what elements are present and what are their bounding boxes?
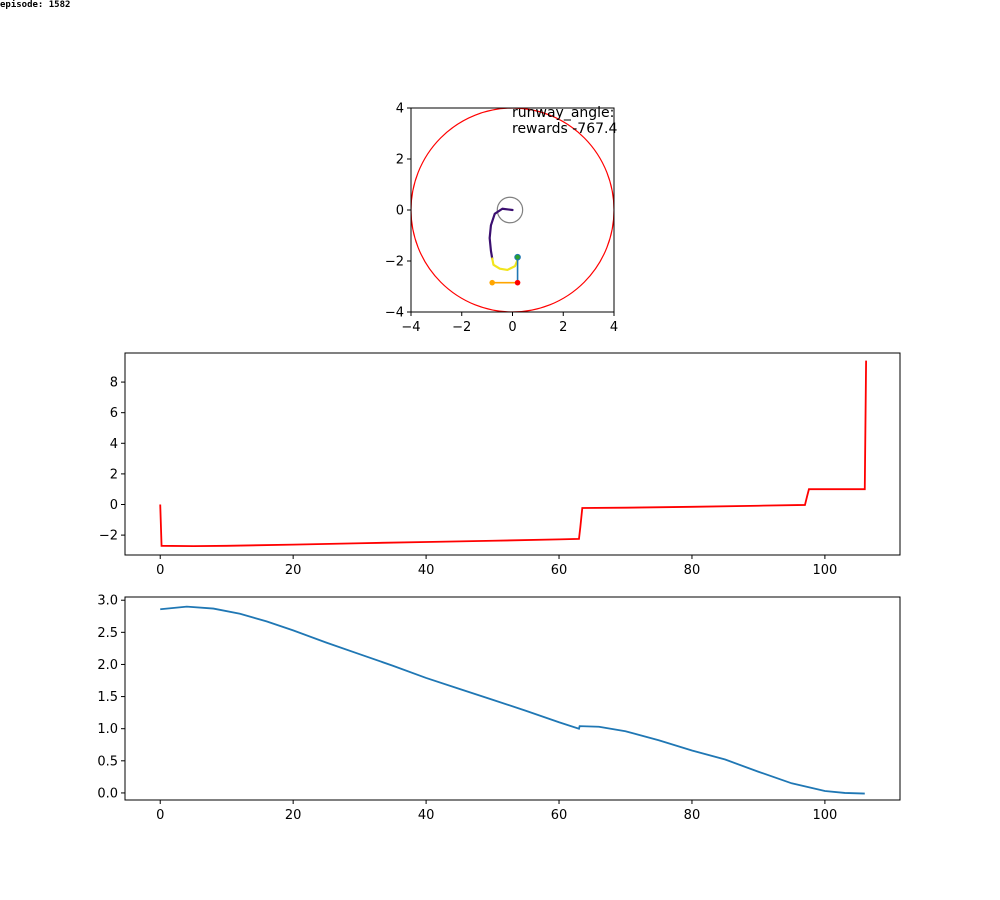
trajectory-path-1 [488, 207, 514, 260]
rewards-y-tick-label: 0 [110, 498, 118, 513]
distance-x-tick-label: 0 [156, 808, 164, 823]
rewards-y-tick-label: 6 [110, 406, 118, 421]
rewards-panel: 0 20 40 60 80 100 −2 0 2 4 6 8 [99, 352, 901, 578]
position-marker-3 [489, 279, 496, 286]
distance-y-tick-label: 2.5 [97, 626, 118, 641]
rewards-x-tick-label: 0 [156, 563, 164, 578]
distance-y-tick-label: 0.5 [97, 754, 118, 769]
trajectory-y-tick-label: 2 [396, 153, 404, 168]
position-marker-1 [514, 253, 521, 261]
runway-angle-annotation: runway_angle: [512, 105, 614, 121]
trajectory-x-tick-label: −4 [401, 320, 420, 335]
trajectory-y-tick-label: 4 [396, 102, 404, 117]
target-circle [496, 196, 524, 224]
position-marker-2 [514, 279, 521, 286]
distance-x-tick-label: 60 [551, 808, 568, 823]
trajectory-x-tick-label: 4 [610, 320, 618, 335]
trajectory-y-tick-label: 0 [396, 204, 404, 219]
distance-x-tick-label: 80 [684, 808, 701, 823]
distance-y-tick-label: 0.0 [97, 786, 118, 801]
rewards-x-tick-label: 100 [812, 563, 837, 578]
distance-y-tick-label: 2.0 [97, 658, 118, 673]
distance-panel: 0 20 40 60 80 100 0.0 0.5 1.0 1.5 2.0 2.5 3.0 [97, 594, 901, 823]
trajectory-x-tick-label: −2 [452, 320, 471, 335]
distance-series-line [160, 605, 865, 795]
trajectory-panel: −4 −2 0 2 4 −4 −2 0 2 4 runway_angle: rewards -76… [385, 102, 618, 336]
rewards-x-tick-label: 80 [684, 563, 701, 578]
distance-y-tick-label: 1.0 [97, 722, 118, 737]
rewards-annotation: rewards -767.4 [512, 121, 617, 137]
distance-x-tick-label: 20 [285, 808, 302, 823]
distance-x-tick-label: 40 [418, 808, 435, 823]
distance-x-tick-label: 100 [812, 808, 837, 823]
rewards-x-tick-label: 60 [551, 563, 568, 578]
trajectory-x-tick-label: 0 [508, 320, 516, 335]
rewards-y-tick-label: −2 [99, 529, 118, 544]
trajectory-y-tick-label: −2 [385, 255, 404, 270]
distance-y-tick-label: 3.0 [97, 594, 118, 609]
trajectory-path-2 [491, 257, 519, 272]
episode-label: episode: 1582 [0, 0, 71, 10]
rewards-series-line [159, 360, 867, 548]
distance-axes-frame [124, 596, 901, 801]
rewards-x-tick-label: 40 [418, 563, 435, 578]
rewards-y-tick-label: 8 [110, 376, 118, 391]
rewards-x-tick-label: 20 [285, 563, 302, 578]
trajectory-y-tick-label: −4 [385, 306, 404, 321]
rewards-y-tick-label: 4 [110, 437, 118, 452]
distance-y-tick-label: 1.5 [97, 690, 118, 705]
rewards-y-tick-label: 2 [110, 467, 118, 482]
rewards-axes-frame [124, 352, 901, 556]
trajectory-x-tick-label: 2 [559, 320, 567, 335]
